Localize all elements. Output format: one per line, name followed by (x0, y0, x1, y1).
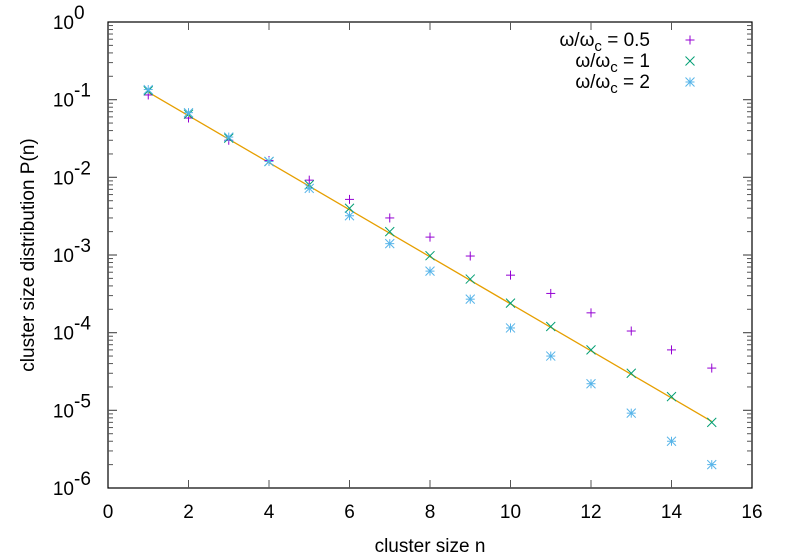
data-point (505, 323, 516, 333)
y-tick-exponent: -1 (74, 81, 91, 102)
data-point (465, 274, 476, 284)
legend-item: ω/ωc = 2 (575, 72, 695, 97)
y-tick-label: 10 (53, 168, 74, 189)
data-point (586, 345, 596, 355)
data-point (626, 408, 637, 418)
data-point (183, 107, 194, 118)
data-point (586, 308, 596, 318)
x-tick-label: 4 (264, 502, 275, 523)
y-tick-exponent: -2 (74, 158, 91, 179)
data-point (304, 175, 314, 185)
data-point (264, 156, 274, 167)
data-point (345, 194, 354, 204)
y-axis-title: cluster size distribution P(n) (18, 138, 39, 371)
y-tick-exponent: -5 (74, 391, 91, 412)
legend-marker-icon (685, 77, 695, 87)
data-point (707, 363, 717, 373)
plot-area (143, 84, 717, 470)
legend-label: ω/ωc = 2 (575, 72, 650, 97)
data-point (545, 351, 556, 361)
legend-marker-icon (685, 56, 695, 66)
y-tick-label: 10 (53, 324, 74, 345)
y-tick-label: 10 (53, 91, 74, 112)
legend: ω/ωc = 0.5ω/ωc = 1ω/ωc = 2 (559, 30, 695, 97)
y-tick-label: 10 (53, 479, 74, 500)
x-tick-label: 16 (741, 502, 762, 523)
x-tick-label: 10 (500, 502, 521, 523)
x-tick-label: 2 (183, 502, 194, 523)
x-tick-label: 14 (661, 502, 683, 523)
data-point (425, 250, 435, 261)
data-point (505, 298, 516, 308)
data-point (667, 345, 676, 355)
legend-label: ω/ωc = 0.5 (559, 30, 650, 55)
x-axis-title: cluster size n (375, 536, 486, 557)
data-point (384, 226, 395, 237)
data-point (586, 378, 596, 389)
data-point (385, 213, 395, 223)
legend-marker-icon (685, 35, 695, 45)
y-tick-exponent: -4 (74, 314, 91, 335)
data-point (506, 270, 515, 280)
series-2 (143, 84, 717, 470)
y-tick-exponent: -3 (74, 236, 91, 257)
y-tick-exponent: 0 (74, 3, 85, 24)
data-point (706, 417, 717, 428)
data-point (545, 321, 556, 332)
x-tick-label: 12 (580, 502, 601, 523)
data-point (465, 251, 475, 261)
legend-label: ω/ωc = 1 (575, 51, 650, 76)
y-tick-label: 10 (53, 13, 74, 34)
data-point (706, 459, 717, 470)
data-point (143, 84, 154, 95)
data-point (344, 210, 355, 221)
data-point (384, 238, 395, 249)
data-point (425, 232, 435, 242)
data-point (546, 288, 556, 298)
data-point (666, 391, 677, 402)
y-tick-label: 10 (53, 401, 74, 422)
data-point (344, 203, 355, 214)
data-point (465, 294, 476, 305)
x-tick-label: 0 (103, 502, 114, 523)
data-point (304, 183, 315, 194)
x-tick-label: 6 (344, 502, 355, 523)
legend-item: ω/ωc = 1 (575, 51, 695, 76)
series-0 (143, 90, 717, 373)
x-tick-label: 8 (425, 502, 436, 523)
fit-line (147, 91, 713, 422)
legend-item: ω/ωc = 0.5 (559, 30, 695, 55)
data-point (223, 132, 234, 142)
data-point (626, 326, 636, 336)
data-point (666, 436, 677, 447)
y-tick-exponent: -6 (74, 469, 91, 490)
y-tick-label: 10 (53, 246, 74, 267)
data-point (425, 266, 435, 276)
data-point (626, 368, 637, 379)
